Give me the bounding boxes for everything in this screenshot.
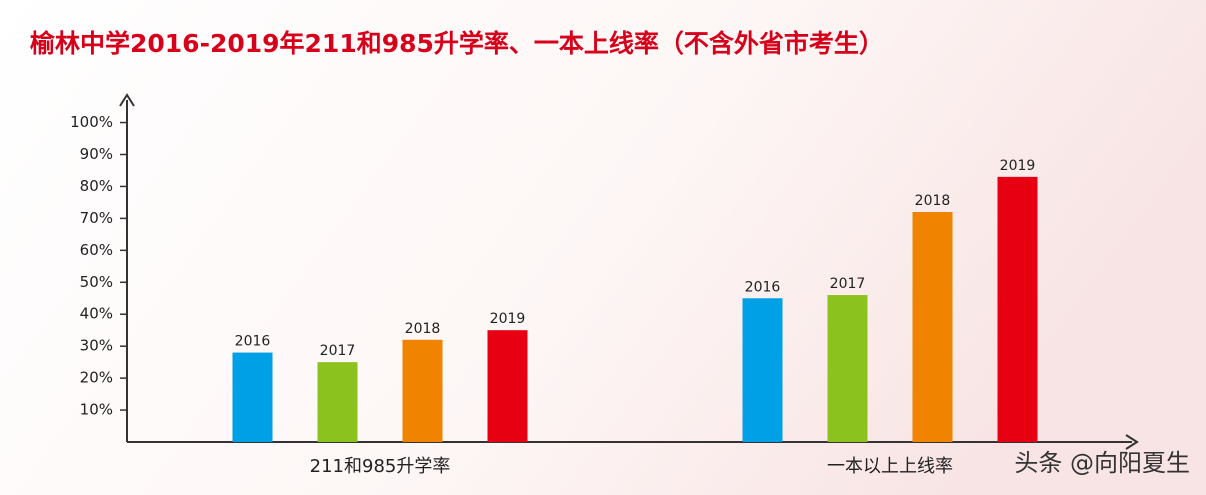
y-tick-label: 20% xyxy=(80,369,113,387)
y-tick-label: 80% xyxy=(80,177,113,195)
bar-label: 2016 xyxy=(745,279,781,295)
bar xyxy=(317,362,358,442)
y-tick-label: 40% xyxy=(80,305,113,323)
x-tick-label: 211和985升学率 xyxy=(310,456,451,477)
bar-label: 2018 xyxy=(405,321,441,337)
x-tick-label: 一本以上上线率 xyxy=(827,456,953,477)
y-axis-arrow xyxy=(119,93,135,107)
bar xyxy=(997,176,1038,442)
bar-label: 2019 xyxy=(1000,158,1036,174)
y-tick-label: 90% xyxy=(80,145,113,163)
bar-label: 2017 xyxy=(830,276,866,292)
bar xyxy=(827,295,868,442)
y-tick-label: 100% xyxy=(70,113,113,131)
bar xyxy=(487,330,528,442)
y-tick-label: 70% xyxy=(80,209,113,227)
bar xyxy=(742,298,783,442)
bar xyxy=(912,212,953,442)
bar xyxy=(232,352,273,442)
y-tick-label: 50% xyxy=(80,273,113,291)
bar-label: 2017 xyxy=(320,343,356,359)
y-tick-label: 60% xyxy=(80,241,113,259)
bar xyxy=(402,339,443,442)
chart-title: 榆林中学2016-2019年211和985升学率、一本上线率（不含外省市考生） xyxy=(30,29,884,58)
y-tick-label: 30% xyxy=(80,337,113,355)
y-tick-label: 10% xyxy=(80,401,113,419)
bar-label: 2018 xyxy=(915,193,951,209)
x-axis-arrow xyxy=(1125,434,1139,450)
watermark: 头条 @向阳夏生 xyxy=(1014,449,1190,477)
bar-label: 2016 xyxy=(235,334,271,350)
bar-label: 2019 xyxy=(490,311,526,327)
